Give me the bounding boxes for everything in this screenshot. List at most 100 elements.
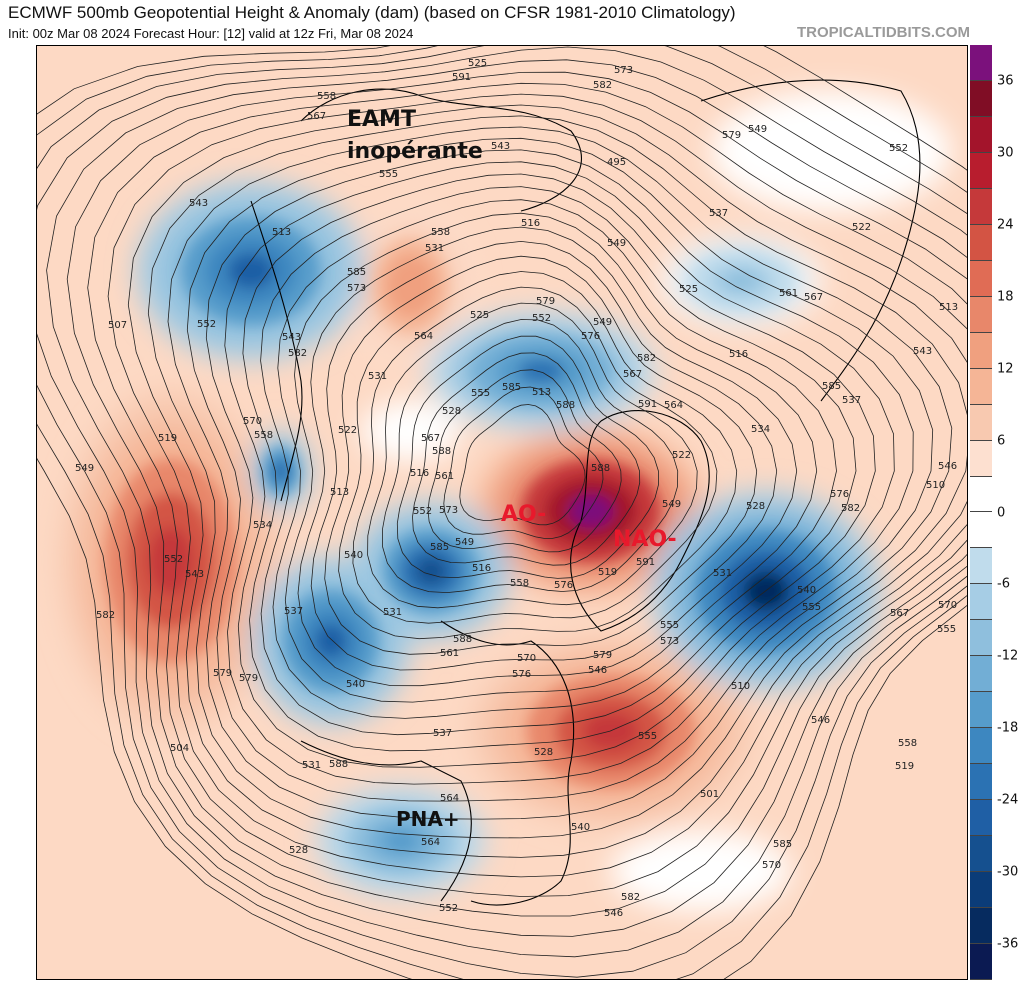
contour-label: 564 — [664, 400, 683, 411]
contour-label: 585 — [822, 381, 841, 392]
contour-label: 558 — [510, 578, 529, 589]
contour-label: 549 — [607, 238, 626, 249]
contour-label: 513 — [532, 387, 551, 398]
contour-label: 534 — [253, 520, 272, 531]
contour-label: 537 — [433, 728, 452, 739]
contour-label: 573 — [614, 65, 633, 76]
contour-label: 543 — [282, 332, 301, 343]
contour-label: 591 — [452, 72, 471, 83]
height-contour — [205, 149, 914, 785]
contour-label: 516 — [729, 349, 748, 360]
contour-label: 525 — [679, 284, 698, 295]
height-contour — [381, 319, 679, 594]
colorbar-label: 12 — [997, 361, 1014, 377]
colorbar-segment — [970, 116, 992, 153]
contour-label: 540 — [346, 679, 365, 690]
annotation-pna: PNA+ — [396, 807, 460, 831]
contour-label: 555 — [802, 602, 821, 613]
contour-label: 561 — [779, 288, 798, 299]
colorbar-segment — [970, 404, 992, 441]
contour-label: 543 — [189, 198, 208, 209]
contour-label: 546 — [938, 461, 957, 472]
contour-label: 573 — [347, 283, 366, 294]
colorbar-segment — [970, 548, 992, 585]
contour-label: 546 — [811, 715, 830, 726]
neutral-anomaly — [611, 831, 791, 911]
colorbar-label: 0 — [997, 505, 1006, 520]
colorbar-label: 36 — [997, 73, 1014, 89]
contour-label: 588 — [556, 400, 575, 411]
contour-label: 576 — [512, 669, 531, 680]
contour-label: 564 — [421, 837, 440, 848]
contour-label: 588 — [329, 759, 348, 770]
height-contour — [443, 386, 604, 539]
height-contour — [87, 82, 967, 897]
annotation-eamt: EAMT — [347, 107, 416, 132]
contour-label: 543 — [185, 569, 204, 580]
colorbar-segment — [970, 296, 992, 333]
colorbar-segment — [970, 332, 992, 369]
pacific-ridge-anomaly — [149, 527, 193, 595]
contour-label: 576 — [581, 331, 600, 342]
scandinavia-trough-anomaly — [725, 272, 757, 290]
height-contour — [352, 286, 718, 624]
colorbar-segment — [970, 872, 992, 909]
colorbar-segment — [970, 908, 992, 945]
coastline — [300, 740, 472, 902]
map-canvas: 5885855795735705675645585555525495465435… — [37, 46, 967, 979]
contour-label: 567 — [804, 292, 823, 303]
bering-trough-anomaly — [315, 624, 347, 658]
height-contour — [37, 46, 967, 958]
contour-label: 591 — [636, 557, 655, 568]
contour-label: 582 — [593, 80, 612, 91]
contour-label: 525 — [468, 58, 487, 69]
greenland-ridge-anomaly — [568, 494, 614, 528]
contour-label: 528 — [534, 747, 553, 758]
colorbar-label: -30 — [997, 864, 1019, 880]
contour-label: 573 — [660, 636, 679, 647]
contour-label: 585 — [502, 382, 521, 393]
contour-label: 540 — [344, 550, 363, 561]
colorbar-segment — [970, 692, 992, 729]
contour-label: 588 — [453, 634, 472, 645]
height-contour — [338, 271, 738, 640]
colorbar-segment — [970, 512, 992, 549]
coastline-layer — [250, 79, 921, 906]
colorbar-segment — [970, 476, 992, 513]
height-contour — [324, 255, 758, 655]
contour-label: 573 — [439, 505, 458, 516]
height-contour — [260, 186, 857, 736]
colorbar-segment — [970, 728, 992, 765]
colorbar — [970, 45, 992, 980]
contour-label: 555 — [379, 169, 398, 180]
contour-label: 528 — [746, 501, 765, 512]
contour-label: 534 — [751, 424, 770, 435]
contour-label: 567 — [421, 433, 440, 444]
contour-label: 549 — [75, 463, 94, 474]
contour-label: 522 — [338, 425, 357, 436]
contour-label: 570 — [762, 860, 781, 871]
height-contour — [186, 137, 934, 802]
colorbar-segment — [970, 260, 992, 297]
colorbar-segment — [970, 800, 992, 837]
height-contour — [127, 104, 967, 858]
colorbar-label: -12 — [997, 648, 1019, 664]
contour-label: 537 — [284, 606, 303, 617]
contour-label: 561 — [435, 471, 454, 482]
contour-label: 552 — [532, 313, 551, 324]
contour-label: 510 — [926, 480, 945, 491]
colorbar-label: -24 — [997, 792, 1019, 808]
contour-label-layer: 5885855795735705675645585555525495465435… — [75, 58, 958, 919]
contour-label: 585 — [347, 267, 366, 278]
contour-label: 564 — [414, 331, 433, 342]
height-contour — [224, 161, 895, 768]
contour-label: 558 — [898, 738, 917, 749]
contour-label: 507 — [108, 320, 127, 331]
contour-label: 582 — [637, 353, 656, 364]
colorbar-segment — [970, 45, 992, 81]
height-contour — [66, 71, 967, 917]
contour-label: 561 — [440, 648, 459, 659]
colorbar-segment — [970, 584, 992, 621]
contour-label: 531 — [713, 568, 732, 579]
kamchatka-low-anomaly — [275, 463, 287, 479]
